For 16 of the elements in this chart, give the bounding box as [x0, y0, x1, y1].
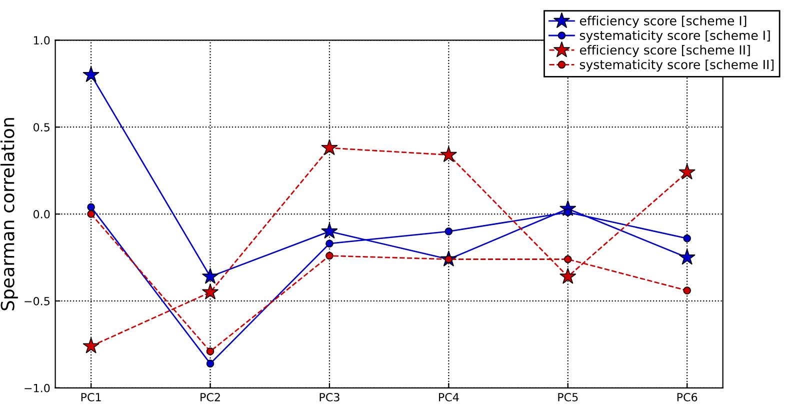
x-tick-label: PC5	[558, 392, 578, 402]
x-tick-label: PC4	[439, 392, 459, 402]
x-tick-label: PC1	[81, 392, 101, 402]
y-tick-label: 1.0	[34, 36, 50, 45]
y-tick-label: 0.5	[34, 123, 50, 132]
x-tick-label: PC3	[320, 392, 340, 402]
legend-label: efficiency score [scheme I]	[580, 16, 746, 28]
legend-label: systematicity score [scheme II]	[580, 60, 774, 72]
y-tick-label: 0.0	[34, 210, 50, 218]
x-tick-label: PC2	[200, 392, 220, 402]
legend-label: systematicity score [scheme I]	[580, 30, 770, 42]
y-tick-label: −0.5	[24, 296, 50, 306]
legend-label: efficiency score [scheme II]	[580, 44, 750, 58]
y-tick-label: −1.0	[24, 384, 50, 392]
y-axis-title: Spearman correlation	[0, 118, 18, 310]
x-tick-label: PC6	[677, 392, 698, 402]
